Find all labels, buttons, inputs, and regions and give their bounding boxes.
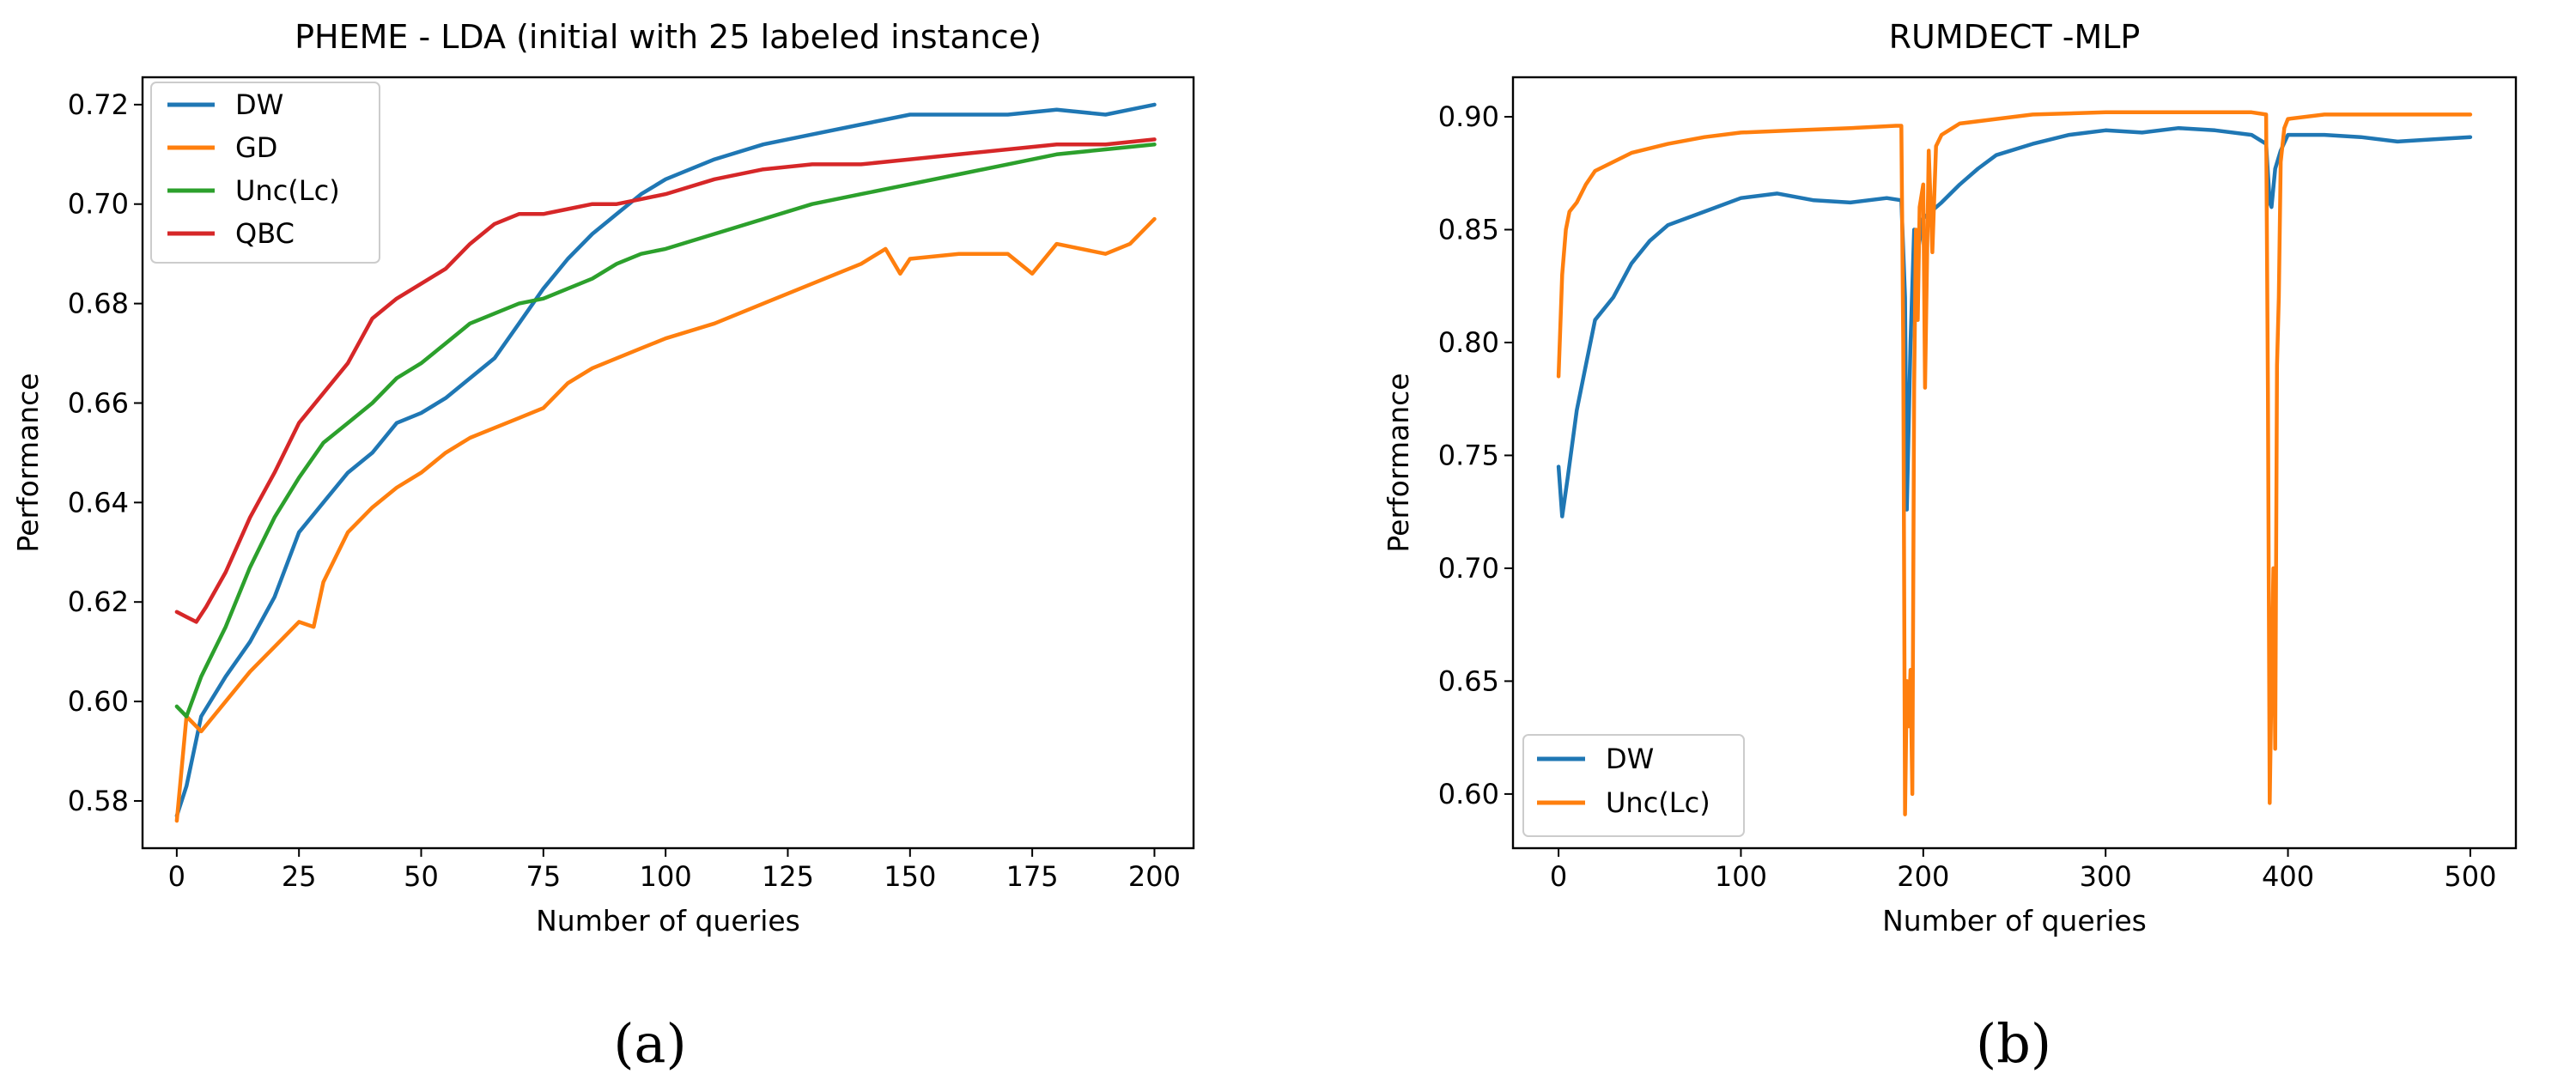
legend-label-a-qbc: QBC <box>235 217 295 250</box>
y-tick-label: 0.58 <box>68 785 129 817</box>
y-tick-label: 0.80 <box>1438 326 1499 359</box>
chart-title-b: RUMDECT -MLP <box>1889 18 2141 56</box>
x-tick-label: 200 <box>1128 860 1181 893</box>
legend-label-a-dw: DW <box>235 88 283 121</box>
y-tick-label: 0.90 <box>1438 100 1499 133</box>
y-tick-label: 0.70 <box>68 188 129 221</box>
legend-label-a-gd: GD <box>235 131 277 164</box>
y-tick-label: 0.75 <box>1438 439 1499 471</box>
x-tick-label: 175 <box>1006 860 1059 893</box>
x-tick-label: 500 <box>2444 860 2496 893</box>
legend-b: DW Unc(Lc) <box>1522 734 1745 837</box>
y-tick-label: 0.72 <box>68 88 129 121</box>
x-tick-label: 150 <box>884 860 936 893</box>
y-tick-label: 0.65 <box>1438 664 1499 697</box>
x-tick-label: 300 <box>2080 860 2132 893</box>
legend-label-b-dw: DW <box>1606 743 1654 775</box>
x-ticks-a: 0 25 50 75 100 125 150 175 200 <box>168 848 1181 893</box>
series-line-gd <box>174 216 1157 823</box>
x-tick-label: 0 <box>168 860 185 893</box>
y-tick-label: 0.64 <box>68 486 129 519</box>
panel-label-a: (a) <box>613 1012 686 1075</box>
plot-area-b <box>1511 76 2518 850</box>
x-tick-label: 125 <box>762 860 814 893</box>
y-tick-label: 0.70 <box>1438 552 1499 585</box>
series-lines-b <box>1556 110 2473 816</box>
x-tick-label: 25 <box>282 860 317 893</box>
legend-label-b-unc: Unc(Lc) <box>1606 786 1710 819</box>
series-line-unc-lc <box>174 142 1157 719</box>
y-ticks-b: 0.60 0.65 0.70 0.75 0.80 0.85 0.90 <box>1438 100 1513 810</box>
y-tick-label: 0.62 <box>68 585 129 618</box>
series-line-unc-lc <box>1556 110 2473 816</box>
y-tick-label: 0.66 <box>68 386 129 419</box>
chart-panel-a: PHEME - LDA (initial with 25 labeled ins… <box>11 18 1195 1075</box>
x-tick-label: 50 <box>404 860 439 893</box>
x-tick-label: 100 <box>640 860 692 893</box>
y-ticks-a: 0.58 0.60 0.62 0.64 0.66 0.68 0.70 0.72 <box>68 88 143 817</box>
chart-title-a: PHEME - LDA (initial with 25 labeled ins… <box>295 18 1042 56</box>
x-tick-label: 200 <box>1897 860 1949 893</box>
series-lines-a <box>174 102 1157 823</box>
series-line-dw <box>174 102 1157 818</box>
x-axis-label-b: Number of queries <box>1882 904 2147 937</box>
x-tick-label: 400 <box>2262 860 2314 893</box>
panel-label-b: (b) <box>1976 1012 2051 1075</box>
y-tick-label: 0.85 <box>1438 213 1499 246</box>
y-tick-label: 0.60 <box>1438 778 1499 810</box>
legend-box-a <box>150 82 380 264</box>
legend-label-a-unc: Unc(Lc) <box>235 174 340 207</box>
x-tick-label: 100 <box>1715 860 1767 893</box>
y-tick-label: 0.68 <box>68 288 129 320</box>
chart-panel-b: RUMDECT -MLP Number of queries Performan… <box>1382 18 2518 1075</box>
x-axis-label-a: Number of queries <box>536 904 800 937</box>
series-line-qbc <box>174 137 1157 624</box>
legend-a: DW GD Unc(Lc) QBC <box>150 82 380 264</box>
y-axis-label-b: Performance <box>1382 373 1415 552</box>
x-ticks-b: 0 100 200 300 400 500 <box>1550 848 2496 893</box>
x-tick-label: 0 <box>1550 860 1567 893</box>
y-tick-label: 0.60 <box>68 685 129 718</box>
y-axis-label-a: Performance <box>11 373 45 552</box>
x-tick-label: 75 <box>526 860 561 893</box>
